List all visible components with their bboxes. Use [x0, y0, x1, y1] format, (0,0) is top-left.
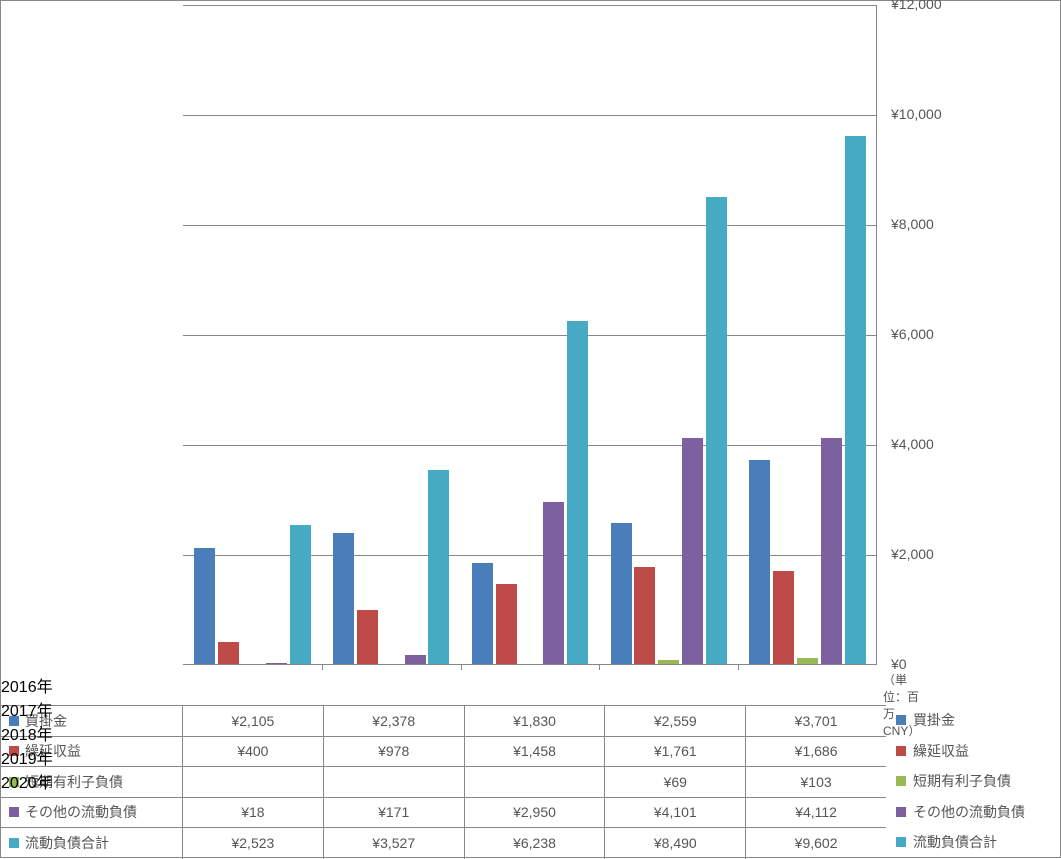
gridline	[183, 115, 876, 116]
x-category: 2020年	[1, 769, 886, 793]
bar	[405, 655, 426, 664]
legend-label: 繰延収益	[913, 741, 969, 761]
color-swatch	[896, 807, 906, 817]
table-cell: ¥6,238	[465, 828, 606, 859]
color-swatch	[896, 776, 906, 786]
bar	[567, 321, 588, 664]
series-header: 流動負債合計	[1, 828, 183, 859]
table-cell: ¥2,523	[183, 828, 324, 859]
table-cell: ¥2,950	[465, 798, 606, 828]
x-category: 2017年	[1, 697, 886, 721]
y-tick-label: ¥6,000	[891, 326, 934, 342]
bar	[611, 523, 632, 664]
y-tick-label: ¥12,000	[891, 0, 942, 12]
table-cell: ¥18	[183, 798, 324, 828]
bar	[749, 460, 770, 664]
table-cell: ¥9,602	[746, 828, 886, 859]
x-category: 2019年	[1, 745, 886, 769]
color-swatch	[896, 837, 906, 847]
x-tick	[599, 664, 600, 670]
legend: 買掛金繰延収益短期有利子負債その他の流動負債流動負債合計	[886, 705, 1060, 858]
bar	[706, 197, 727, 664]
series-header: その他の流動負債	[1, 798, 183, 828]
y-tick-label: ¥0	[891, 656, 907, 672]
legend-label: 流動負債合計	[913, 832, 997, 852]
bar	[543, 502, 564, 664]
legend-item: 短期有利子負債	[886, 766, 1060, 797]
color-swatch	[896, 715, 906, 725]
legend-label: 短期有利子負債	[913, 771, 1011, 791]
table-row: 流動負債合計 ¥2,523¥3,527¥6,238¥8,490¥9,602	[1, 828, 886, 859]
bar	[194, 548, 215, 664]
gridline	[183, 5, 876, 6]
table-cell: ¥171	[324, 798, 465, 828]
legend-item: その他の流動負債	[886, 797, 1060, 828]
bar	[333, 533, 354, 664]
bar	[266, 663, 287, 664]
x-category: 2016年	[1, 673, 886, 697]
bar	[797, 658, 818, 664]
bar	[821, 438, 842, 664]
bar	[218, 642, 239, 664]
bar	[472, 563, 493, 664]
table-row: その他の流動負債 ¥18¥171¥2,950¥4,101¥4,112	[1, 798, 886, 829]
y-tick-label: ¥2,000	[891, 546, 934, 562]
gridline	[183, 445, 876, 446]
x-tick	[738, 664, 739, 670]
gridline	[183, 335, 876, 336]
legend-label: その他の流動負債	[913, 802, 1025, 822]
legend-label: 買掛金	[913, 710, 955, 730]
table-cell: ¥3,527	[324, 828, 465, 859]
bar	[290, 525, 311, 664]
chart-container: ¥0 ¥2,000 ¥4,000 ¥6,000 ¥8,000 ¥10,000 ¥12,000…	[0, 0, 1061, 858]
table-cell: ¥4,101	[605, 798, 746, 828]
bar	[773, 571, 794, 664]
x-tick	[322, 664, 323, 670]
x-tick	[461, 664, 462, 670]
gridline	[183, 555, 876, 556]
legend-item: 繰延収益	[886, 736, 1060, 767]
plot: ¥0¥2,000¥4,000¥6,000¥8,000¥10,000¥12,000…	[183, 5, 877, 665]
table-cell: ¥8,490	[605, 828, 746, 859]
y-tick-label: ¥4,000	[891, 436, 934, 452]
bar	[428, 470, 449, 664]
y-tick-label: ¥8,000	[891, 216, 934, 232]
x-axis-labels: 2016年2017年2018年2019年2020年	[1, 673, 886, 793]
series-name: その他の流動負債	[25, 802, 137, 822]
bar	[496, 584, 517, 664]
bar	[682, 438, 703, 664]
gridline	[183, 225, 876, 226]
table-cell: ¥4,112	[746, 798, 886, 828]
y-tick-label: ¥10,000	[891, 106, 942, 122]
bar	[845, 136, 866, 664]
bar	[658, 660, 679, 664]
color-swatch	[896, 746, 906, 756]
bar	[634, 567, 655, 664]
legend-item: 流動負債合計	[886, 827, 1060, 858]
plot-area: ¥0 ¥2,000 ¥4,000 ¥6,000 ¥8,000 ¥10,000 ¥12,000…	[1, 1, 1060, 677]
x-category: 2018年	[1, 721, 886, 745]
color-swatch	[9, 838, 19, 848]
series-name: 流動負債合計	[25, 833, 109, 853]
bar	[357, 610, 378, 664]
legend-item: 買掛金	[886, 705, 1060, 736]
color-swatch	[9, 807, 19, 817]
